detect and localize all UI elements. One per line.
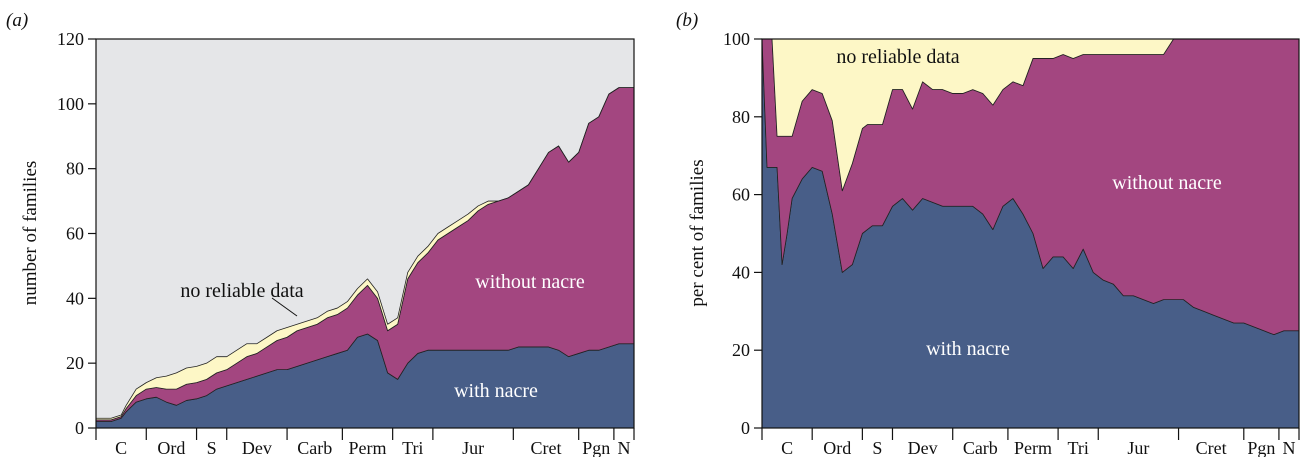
panel-a-area-no-reliable-data — [95, 87, 635, 421]
panel-b-axes: 0 20 40 60 80 100 C Ord S Dev Carb Perm Tri Jur Cret Pg… — [723, 29, 1300, 457]
panel-b-label: (b) — [676, 10, 698, 31]
panel-a-y-tick-label: 20 — [66, 353, 84, 373]
panel-b-period-label: S — [872, 438, 882, 457]
panel-b-period-label: Cret — [1196, 438, 1227, 457]
panel-b-period-label: Pgn — [1247, 438, 1275, 457]
panel-b-areas — [761, 38, 1300, 429]
panel-a-period-label: Perm — [349, 438, 387, 457]
panel-b-period-label: C — [781, 438, 793, 457]
panel-b-period-label: Ord — [823, 438, 851, 457]
panel-a-y-tick-label: 60 — [66, 224, 84, 244]
panel-b-y-tick-label: 0 — [741, 418, 750, 438]
panel-a-axes: 0 20 40 60 80 100 120 C Ord S Dev Carb Perm Tri Jur Cre… — [57, 29, 635, 457]
panel-a-y-tick-label: 120 — [57, 29, 84, 49]
panel-a-period-label: Dev — [242, 438, 272, 457]
panel-b-period-label: Perm — [1014, 438, 1052, 457]
panel-b-y-tick-label: 100 — [723, 29, 750, 49]
panel-b-y-tick-label: 60 — [732, 185, 750, 205]
panel-a-y-tick-label: 40 — [66, 288, 84, 308]
panel-a-leader-line — [271, 297, 298, 317]
panel-b-plot-frame — [761, 38, 1300, 429]
panel-b-period-label: Carb — [963, 438, 998, 457]
panel-b-annotation-with-nacre: with nacre — [926, 338, 1010, 360]
panel-a-period-label: C — [115, 438, 127, 457]
panel-b-period-label: Jur — [1127, 438, 1149, 457]
panel-b-annotation-no-reliable-data: no reliable data — [836, 46, 959, 68]
panel-a-annotation-without-nacre: without nacre — [475, 271, 585, 293]
panel-a-period-label: S — [207, 438, 217, 457]
panel-a-y-tick-label: 100 — [57, 94, 84, 114]
panel-b-y-tick-label: 40 — [732, 262, 750, 282]
panel-b-y-axis-label: per cent of families — [687, 159, 708, 306]
panel-a-period-label: Pgn — [582, 438, 610, 457]
panel-a-period-label: Tri — [402, 438, 423, 457]
panel-a-annotation-with-nacre: with nacre — [454, 380, 538, 402]
panel-a-y-tick-label: 0 — [75, 418, 84, 438]
panel-b-y-tick-label: 80 — [732, 107, 750, 127]
panel-b-period-label: N — [1282, 438, 1295, 457]
panel-a-period-label: Ord — [157, 438, 185, 457]
panel-a-y-tick-label: 80 — [66, 159, 84, 179]
panel-b: (b) 0 20 40 60 80 100 C Ord S Dev Carb Perm Tri Jur Cr… — [676, 10, 1300, 457]
panel-a: (a) 0 20 40 60 80 100 120 C Ord S Dev Carb Perm Tri Ju… — [6, 10, 635, 457]
panel-a-label: (a) — [6, 10, 28, 31]
panel-b-annotation-without-nacre: without nacre — [1112, 172, 1222, 194]
panel-b-period-label: Dev — [908, 438, 938, 457]
panel-a-y-axis-label: number of families — [20, 161, 41, 306]
panel-b-period-label: Tri — [1067, 438, 1088, 457]
panel-a-period-label: N — [617, 438, 630, 457]
panel-a-period-label: Jur — [462, 438, 484, 457]
panel-a-period-label: Carb — [297, 438, 332, 457]
panel-a-annotation-no-reliable-data: no reliable data — [180, 280, 303, 302]
panel-b-y-tick-label: 20 — [732, 340, 750, 360]
panel-a-period-label: Cret — [531, 438, 562, 457]
